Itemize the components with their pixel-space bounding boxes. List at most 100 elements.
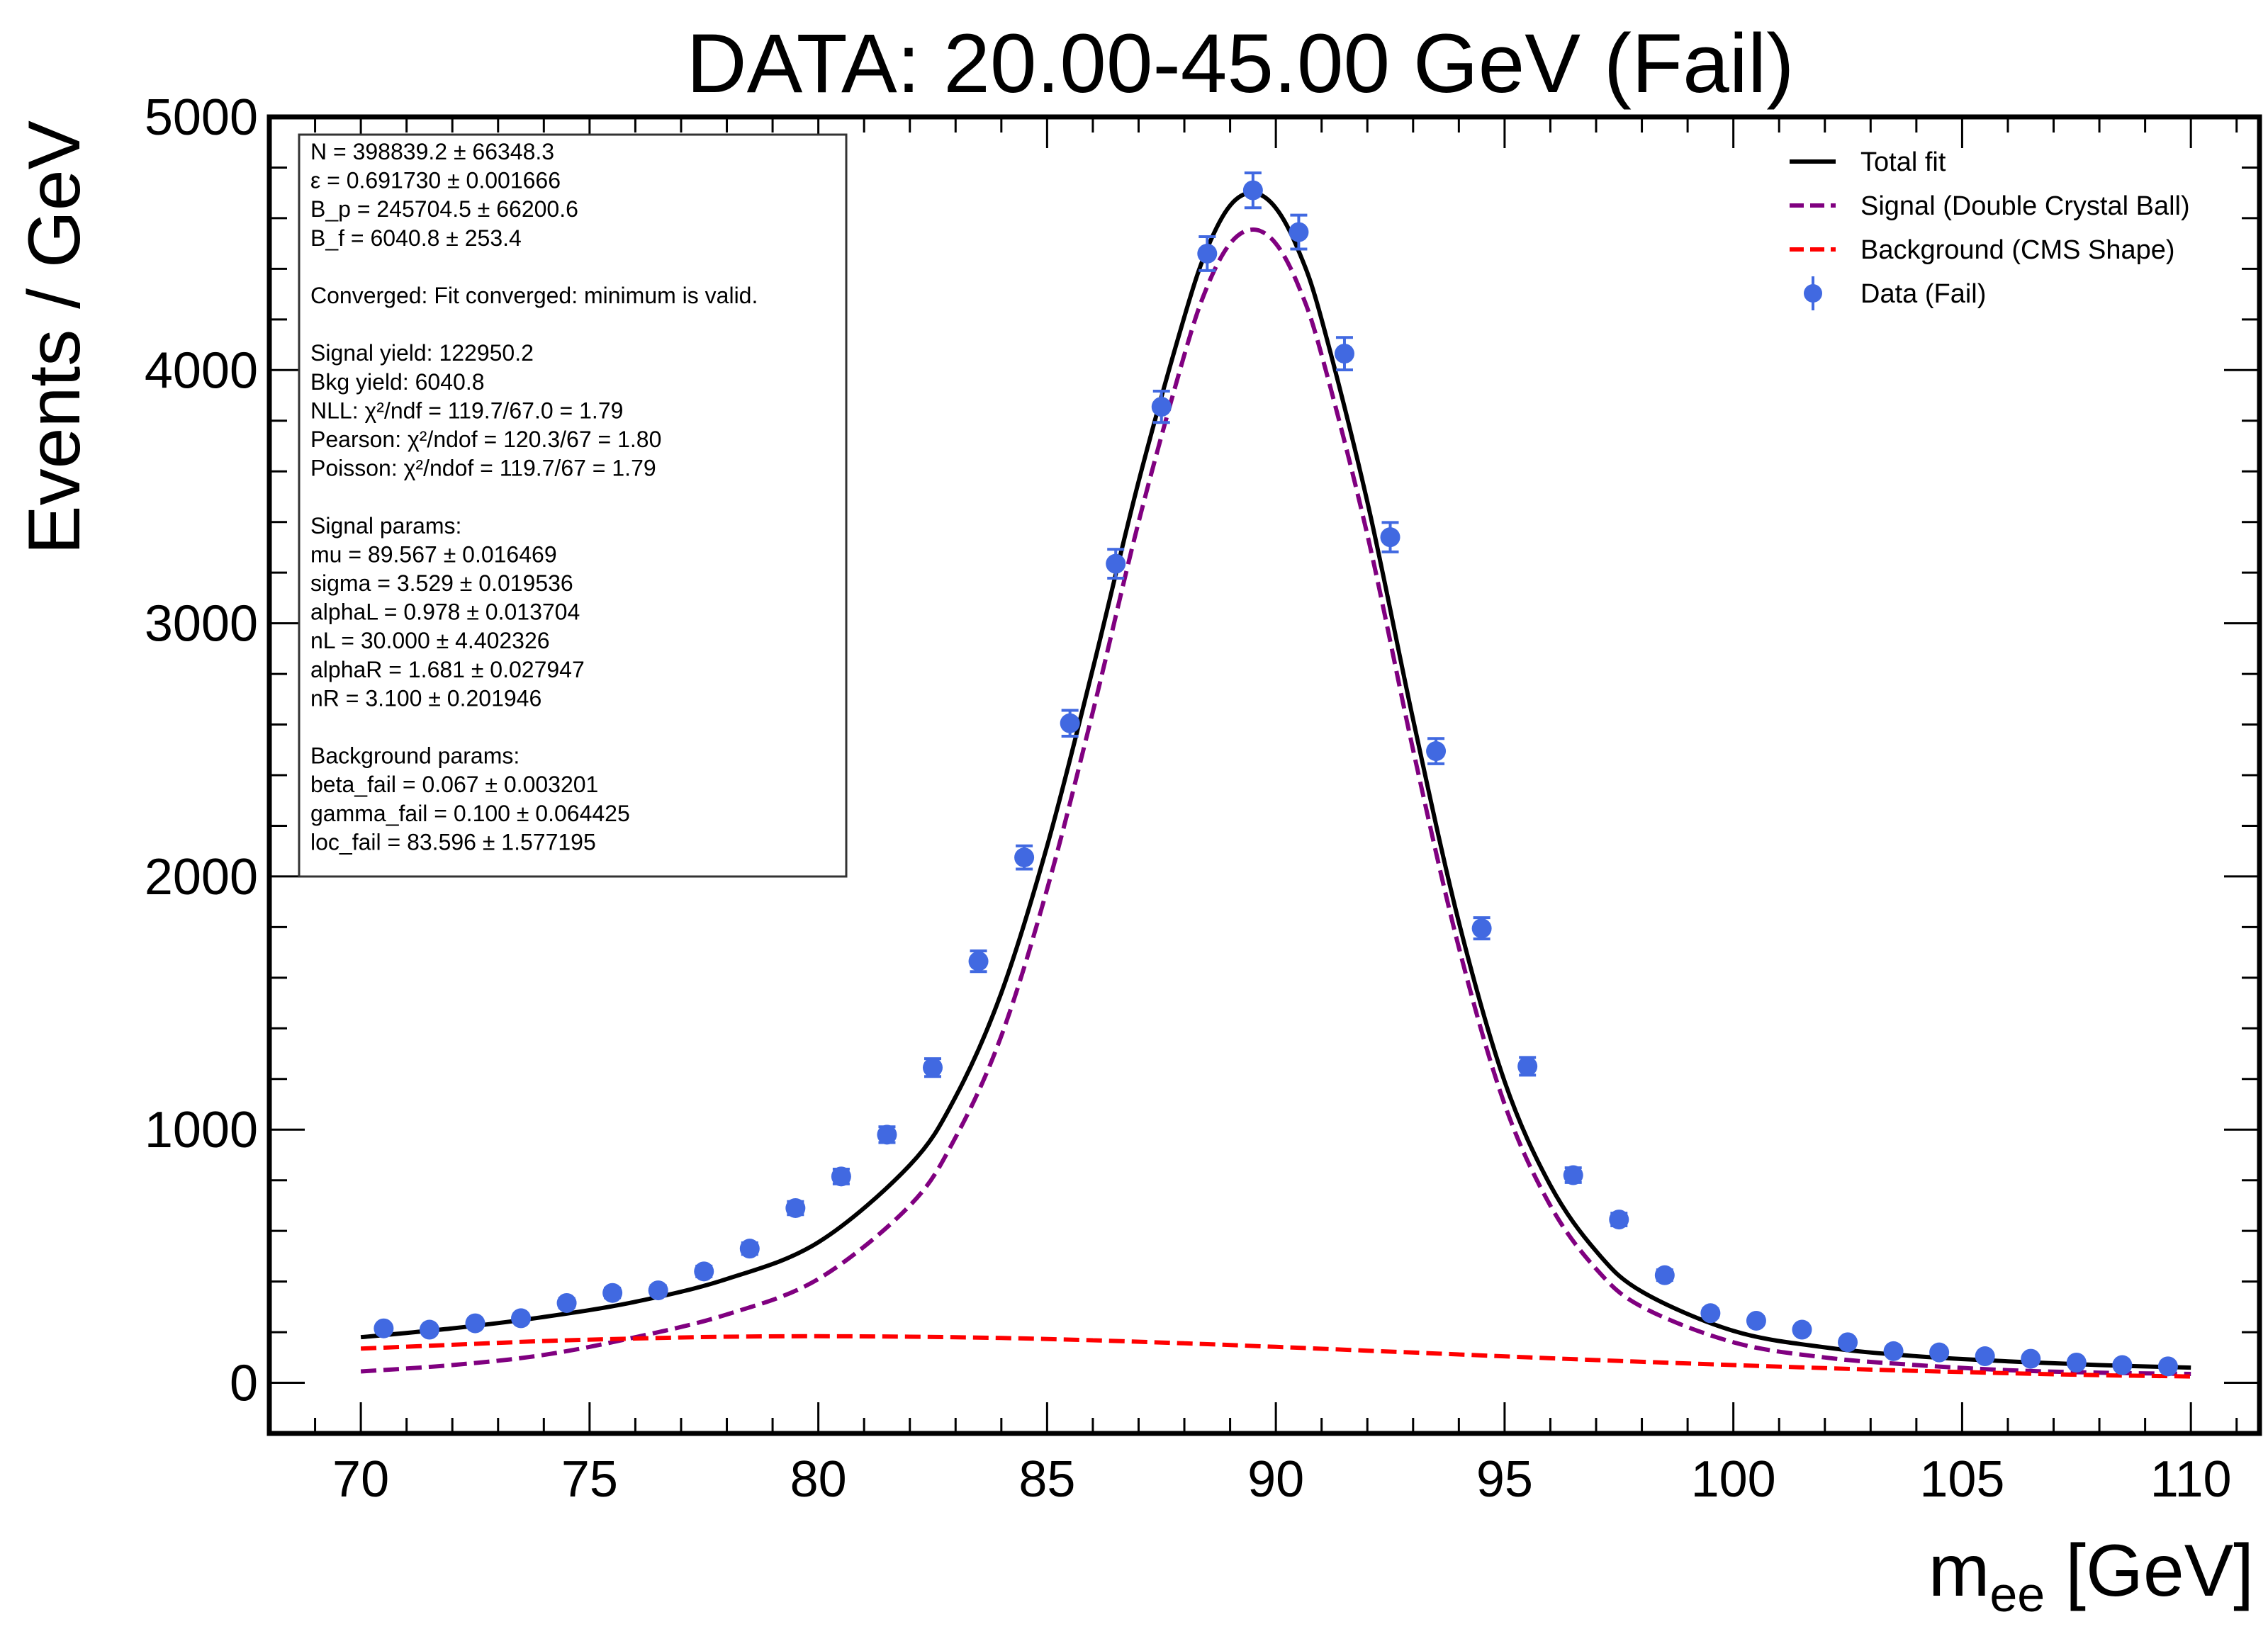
signal-curve [360, 227, 2191, 1376]
legend-label: Total fit [1860, 147, 1946, 177]
data-point [556, 1292, 577, 1313]
x-axis-label-subscript: ee [1989, 1567, 2045, 1622]
data-marker [1380, 527, 1400, 548]
fit-info-line: alphaR = 1.681 ± 0.027947 [310, 657, 585, 682]
data-marker [1563, 1165, 1583, 1185]
x-axis-label-unit: [GeV] [2045, 1530, 2254, 1612]
data-marker [968, 951, 989, 971]
fit-info-line: Signal params: [310, 513, 461, 539]
data-point [1746, 1310, 1766, 1331]
data-point [1334, 336, 1354, 371]
data-marker [511, 1308, 532, 1329]
data-point [1289, 213, 1309, 251]
data-points [374, 171, 2178, 1377]
data-point [1060, 709, 1080, 738]
fit-info-line: Bkg yield: 6040.8 [310, 369, 485, 395]
data-point [831, 1166, 851, 1187]
data-point [1654, 1265, 1675, 1285]
y-tick-label: 5000 [145, 89, 258, 146]
fit-info-line: N = 398839.2 ± 66348.3 [310, 139, 554, 164]
x-tick-label: 100 [1691, 1451, 1776, 1508]
x-tick-label: 80 [790, 1451, 847, 1508]
legend-item: Data (Fail) [1804, 276, 1986, 310]
data-point [923, 1057, 943, 1078]
y-tick-label: 1000 [145, 1102, 258, 1159]
axis-ticks: 70 75 80 85 90 95 100 105 110 0 1000 2000 3000 4000 50… [145, 89, 2259, 1508]
data-marker [1700, 1303, 1721, 1324]
fit-info-line: alphaL = 0.978 ± 0.013704 [310, 599, 580, 625]
data-marker [1060, 713, 1080, 733]
data-point [511, 1308, 532, 1329]
data-marker [877, 1124, 897, 1145]
x-tick-label: 90 [1247, 1451, 1304, 1508]
fit-info-line: mu = 89.567 ± 0.016469 [310, 541, 557, 567]
fit-info-line: ε = 0.691730 ± 0.001666 [310, 168, 561, 193]
data-point [1106, 548, 1126, 580]
data-marker [1929, 1342, 1950, 1363]
background-curve [360, 1334, 2191, 1379]
data-marker [1838, 1332, 1858, 1353]
data-point [1563, 1165, 1583, 1185]
y-tick-label: 3000 [145, 596, 258, 653]
fit-curves [360, 191, 2191, 1379]
data-point [2112, 1355, 2133, 1375]
data-marker [1151, 397, 1172, 417]
y-axis-label: Events / GeV [13, 120, 96, 555]
data-marker [923, 1057, 943, 1078]
data-point [465, 1313, 485, 1334]
data-point [602, 1283, 623, 1303]
data-point [1380, 521, 1400, 553]
x-tick-label: 70 [332, 1451, 389, 1508]
data-marker [556, 1292, 577, 1313]
fit-info-line: nR = 3.100 ± 0.201946 [310, 685, 541, 711]
data-marker [1746, 1310, 1766, 1331]
data-point [419, 1319, 439, 1340]
data-marker [1975, 1346, 1995, 1367]
data-marker [739, 1239, 760, 1259]
data-point [1700, 1303, 1721, 1324]
fit-info-line: nL = 30.000 ± 4.402326 [310, 628, 550, 653]
data-marker [2112, 1355, 2133, 1375]
data-marker [374, 1318, 394, 1338]
data-point [648, 1280, 668, 1301]
data-marker [602, 1283, 623, 1303]
total-fit-curve [360, 191, 2191, 1370]
fit-info-frame [298, 133, 848, 878]
data-point [2157, 1356, 2178, 1377]
data-marker [694, 1261, 714, 1282]
chart-title: DATA: 20.00-45.00 GeV (Fail) [686, 17, 1794, 111]
x-tick-label: 105 [1919, 1451, 2004, 1508]
data-marker [648, 1280, 668, 1301]
legend-label: Background (CMS Shape) [1860, 235, 2175, 265]
legend-label: Data (Fail) [1860, 279, 1986, 309]
fit-info-line: Background params: [310, 743, 520, 769]
data-marker [1426, 741, 1447, 762]
data-marker [1014, 847, 1035, 868]
fit-info-line: Poisson: χ²/ndof = 119.7/67 = 1.79 [310, 456, 656, 481]
data-point [968, 949, 989, 974]
x-tick-label: 75 [561, 1451, 618, 1508]
data-point [2021, 1348, 2041, 1369]
data-marker [1289, 222, 1309, 242]
fit-info-lines: N = 398839.2 ± 66348.3 ε = 0.691730 ± 0.0… [310, 139, 758, 855]
data-marker [419, 1319, 439, 1340]
legend-item: Signal (Double Crystal Ball) [1790, 191, 2190, 221]
data-marker [1334, 344, 1354, 364]
data-marker [1654, 1265, 1675, 1285]
fit-info-line: Signal yield: 122950.2 [310, 340, 534, 366]
data-point [739, 1239, 760, 1259]
y-tick-label: 4000 [145, 342, 258, 399]
data-point [877, 1124, 897, 1145]
x-tick-label: 85 [1018, 1451, 1075, 1508]
fit-info-line: sigma = 3.529 ± 0.019536 [310, 570, 573, 596]
data-point [1471, 916, 1492, 941]
legend-label: Signal (Double Crystal Ball) [1860, 191, 2190, 221]
data-marker [2066, 1352, 2087, 1372]
fit-info-line: Pearson: χ²/ndof = 120.3/67 = 1.80 [310, 427, 661, 452]
data-marker [1242, 180, 1263, 201]
data-marker [785, 1197, 806, 1218]
y-tick-label: 2000 [145, 849, 258, 906]
data-point [2066, 1352, 2087, 1372]
data-marker [1106, 553, 1126, 574]
